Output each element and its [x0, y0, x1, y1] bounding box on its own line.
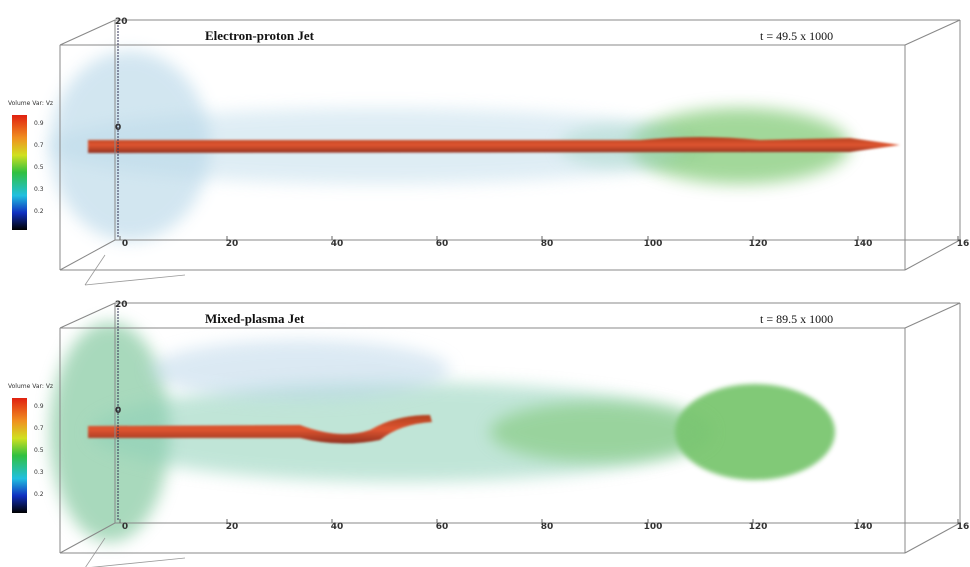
box-edge: [60, 240, 115, 270]
colorbar-label: 0.3: [34, 186, 44, 193]
cloud: [490, 402, 710, 462]
z-tick-label: 0: [115, 123, 121, 133]
x-tick-label: 0: [122, 522, 128, 532]
time-label: t = 89.5 x 1000: [760, 312, 833, 326]
x-tick-label: 100: [644, 239, 663, 249]
x-tick-label: 120: [749, 239, 768, 249]
x-tick-label: 0: [122, 239, 128, 249]
colorbar-title: Volume Var: Vz: [8, 100, 53, 107]
z-tick-label: 20: [115, 300, 128, 310]
box-edge: [905, 240, 960, 270]
colorbar: [12, 398, 27, 513]
panel: Electron-proton Jet t = 49.5 x 1000 20 0 0 20…: [8, 17, 969, 285]
box-edge: [60, 20, 115, 45]
colorbar-label: 0.2: [34, 491, 44, 498]
colorbar-label: 0.5: [34, 447, 44, 454]
panel-title: Mixed-plasma Jet: [205, 311, 305, 326]
x-tick-label: 40: [331, 522, 344, 532]
x-tick-label: 120: [749, 522, 768, 532]
z-tick-label: 20: [115, 17, 128, 27]
x-tick-label: 16: [957, 522, 970, 532]
colorbar: [12, 115, 27, 230]
x-tick-label: 16: [957, 239, 970, 249]
colorbar-label: 0.3: [34, 469, 44, 476]
haze: [150, 340, 450, 400]
x-tick-label: 20: [226, 239, 239, 249]
x-tick-label: 60: [436, 239, 449, 249]
x-tick-label: 140: [854, 239, 873, 249]
colorbar-label: 0.9: [34, 120, 44, 127]
colorbar-label: 0.5: [34, 164, 44, 171]
x-tick-label: 60: [436, 522, 449, 532]
x-tick-label: 140: [854, 522, 873, 532]
x-tick-label: 20: [226, 522, 239, 532]
box-edge: [905, 303, 960, 328]
panel-title: Electron-proton Jet: [205, 28, 315, 43]
time-label: t = 49.5 x 1000: [760, 29, 833, 43]
colorbar-title: Volume Var: Vz: [8, 383, 53, 390]
x-tick-label: 100: [644, 522, 663, 532]
panel: Mixed-plasma Jet t = 89.5 x 1000 20 0 0 20 40 6…: [8, 300, 969, 567]
x-tick-label: 80: [541, 239, 554, 249]
box-edge: [905, 523, 960, 553]
figure: Electron-proton Jet t = 49.5 x 1000 20 0 0 20…: [0, 0, 970, 567]
x-tick-label: 80: [541, 522, 554, 532]
x-tick-label: 40: [331, 239, 344, 249]
colorbar-label: 0.7: [34, 142, 44, 149]
colorbar-label: 0.9: [34, 403, 44, 410]
colorbar-label: 0.2: [34, 208, 44, 215]
box-edge: [905, 20, 960, 45]
z-tick-label: 0: [115, 406, 121, 416]
colorbar-label: 0.7: [34, 425, 44, 432]
